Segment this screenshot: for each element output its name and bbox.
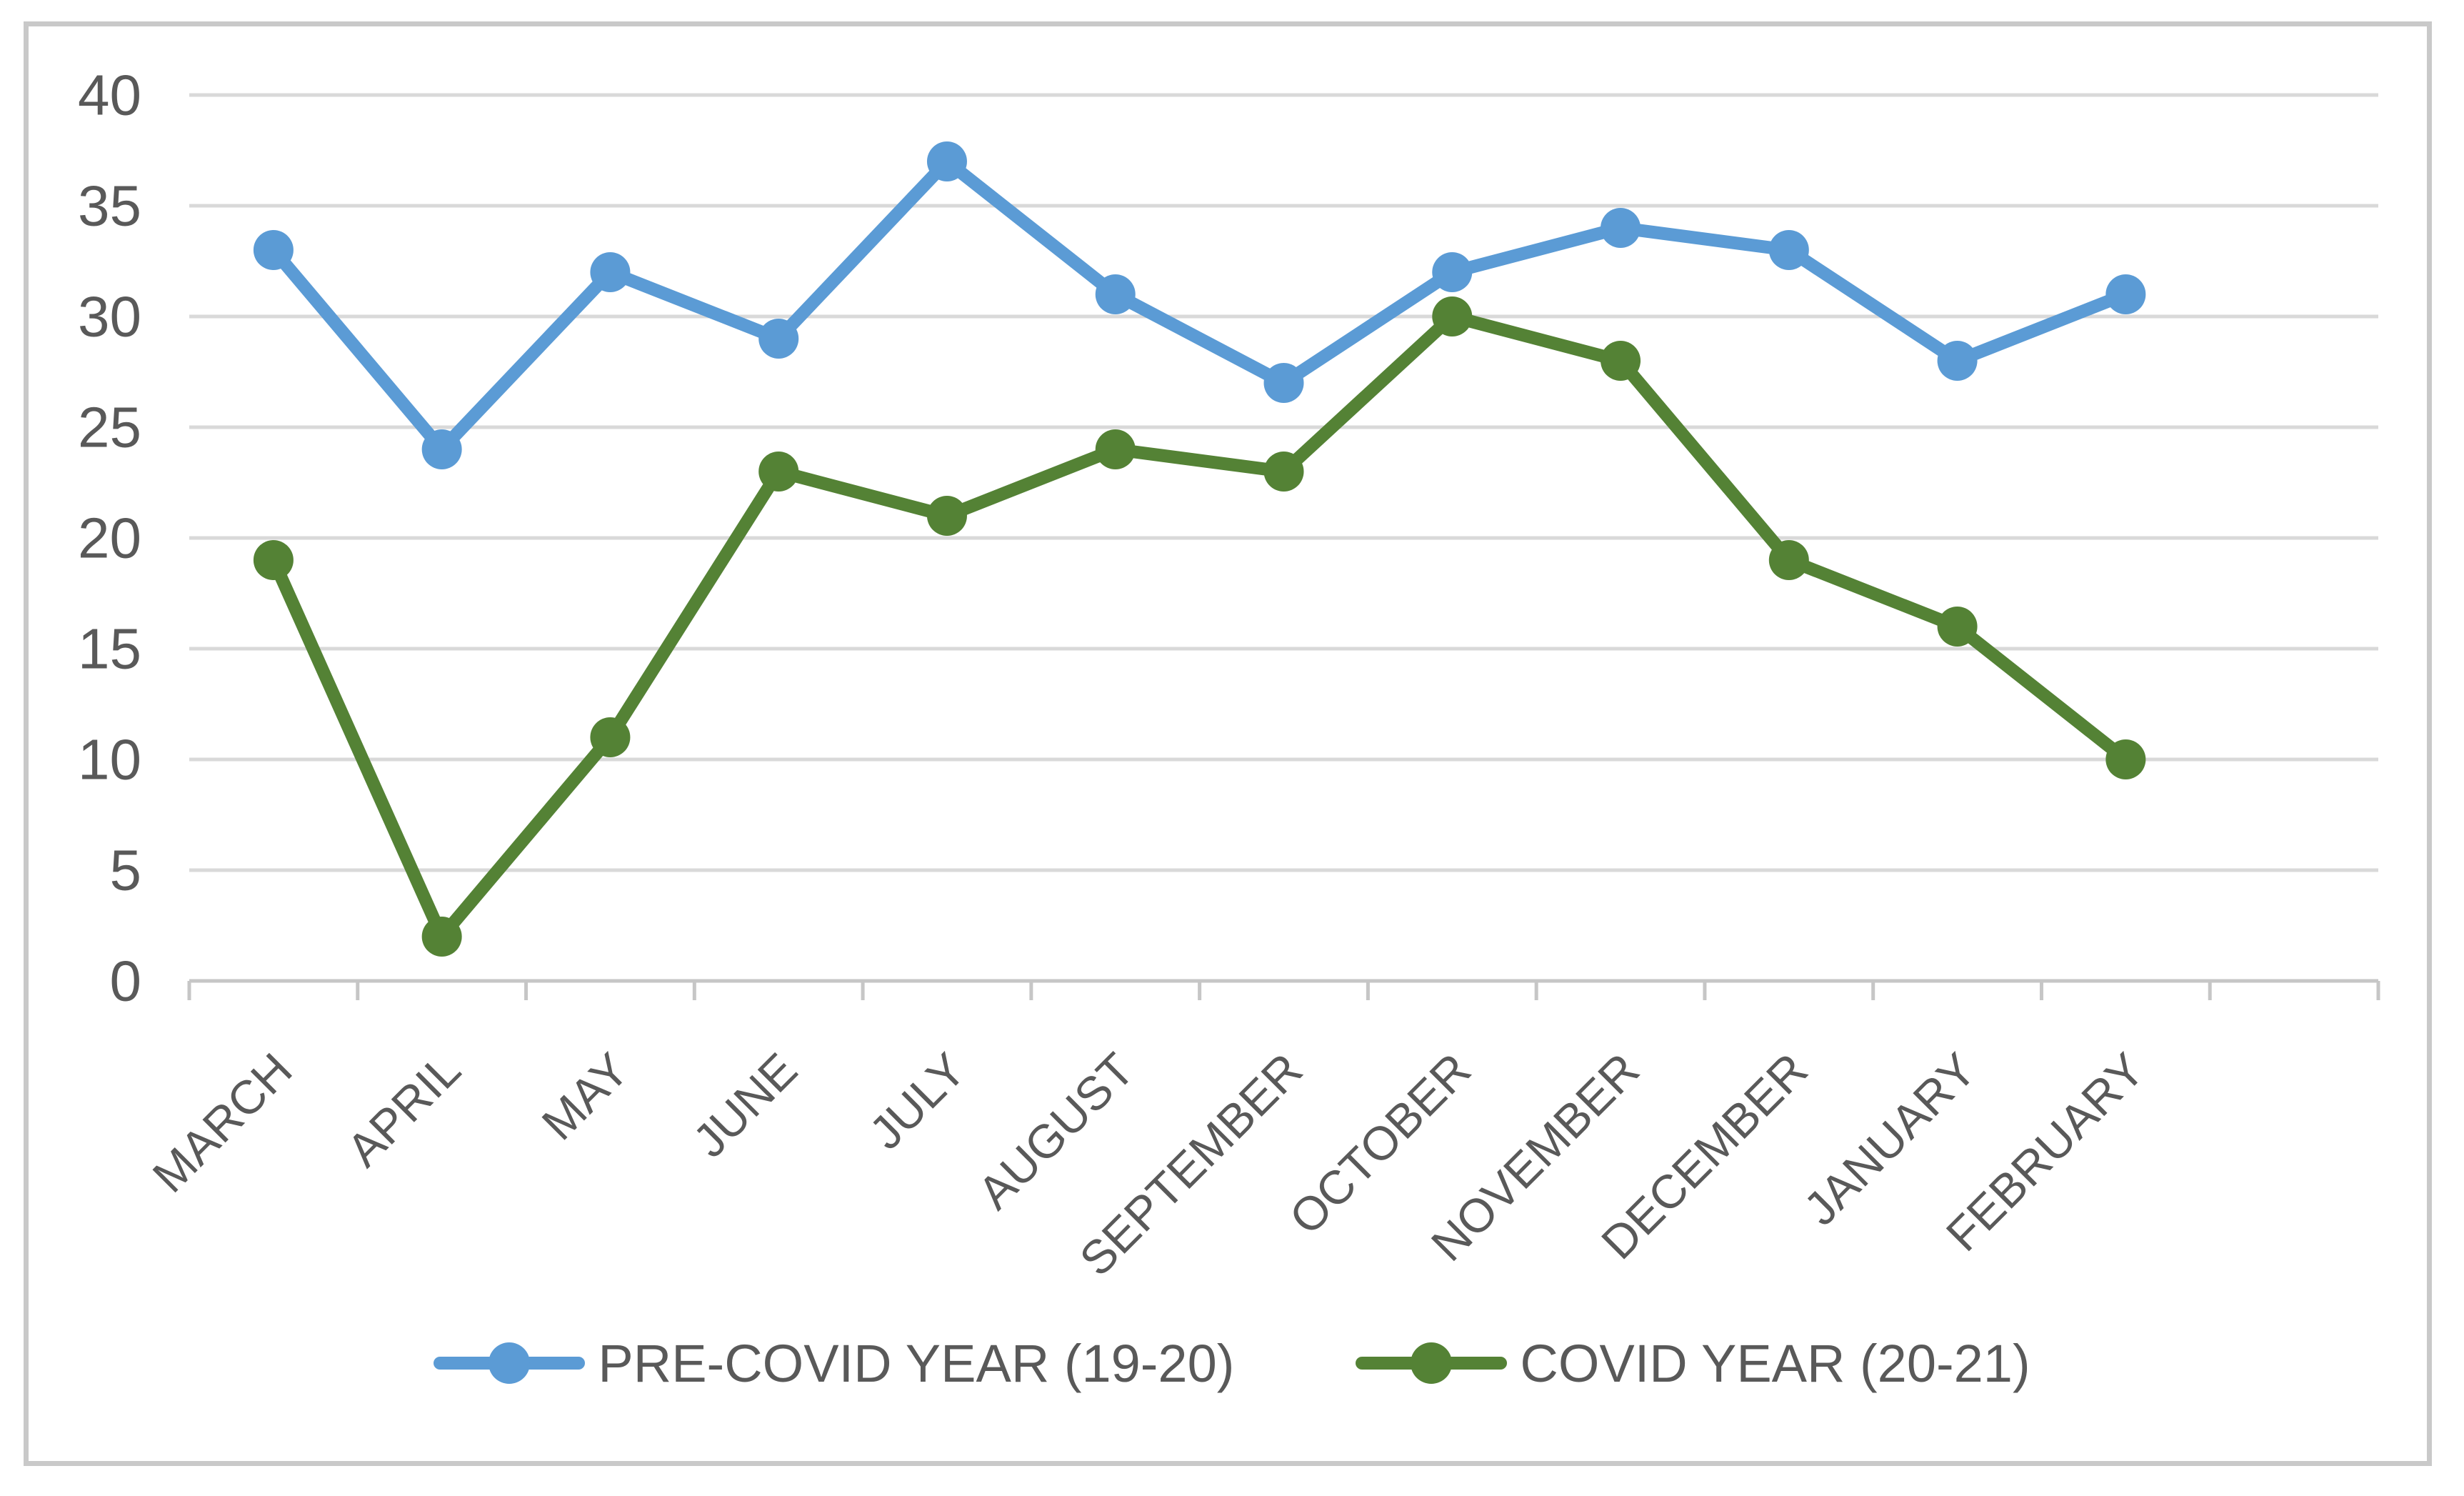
data-point-marker: [1937, 607, 1978, 647]
data-point-marker: [421, 917, 462, 957]
series-line-1: [266, 310, 2133, 943]
chart-border: [24, 21, 2432, 1466]
data-point-marker: [253, 540, 294, 580]
data-point-marker: [2105, 739, 2146, 779]
x-axis-label: MAY: [531, 1043, 638, 1150]
data-point-marker: [421, 429, 462, 469]
data-point-marker: [1263, 363, 1304, 403]
x-axis-label: JULY: [859, 1043, 976, 1160]
x-axis-label: JUNE: [683, 1043, 807, 1167]
data-point-marker: [1768, 230, 1809, 270]
series-line-0: [266, 155, 2133, 456]
legend-label: PRE-COVID YEAR (19-20): [598, 1333, 1235, 1393]
legend-item-pre-covid: PRE-COVID YEAR (19-20): [434, 1330, 1234, 1396]
data-point-marker: [758, 319, 799, 359]
data-point-marker: [1432, 296, 1473, 336]
y-axis-label: 35: [78, 174, 141, 238]
legend-item-covid: COVID YEAR (20-21): [1356, 1330, 2030, 1396]
data-point-marker: [1432, 252, 1473, 292]
x-axis-label: MARCH: [142, 1043, 301, 1202]
x-axis-label: APRIL: [336, 1043, 470, 1177]
y-axis-label: 40: [78, 64, 141, 127]
y-axis-label: 0: [110, 949, 142, 1013]
data-point-marker: [758, 452, 799, 492]
data-point-marker: [1095, 274, 1136, 314]
data-point-marker: [1937, 341, 1978, 381]
data-point-marker: [253, 230, 294, 270]
y-axis-label: 5: [110, 839, 142, 902]
y-axis-label: 20: [78, 507, 141, 570]
data-point-marker: [590, 717, 631, 757]
y-axis-label: 15: [78, 617, 141, 681]
data-point-marker: [1768, 540, 1809, 580]
y-axis-label: 10: [78, 728, 141, 792]
data-point-marker: [926, 141, 967, 181]
legend-label: COVID YEAR (20-21): [1520, 1333, 2030, 1393]
line-marker-icon: [434, 1330, 586, 1396]
y-axis-label: 30: [78, 285, 141, 349]
chart-legend: PRE-COVID YEAR (19-20) COVID YEAR (20-21…: [0, 1330, 2464, 1396]
data-point-marker: [926, 496, 967, 536]
data-point-marker: [1601, 341, 1641, 381]
data-point-marker: [590, 252, 631, 292]
x-axis-label: AUGUST: [968, 1043, 1144, 1220]
data-point-marker: [1263, 452, 1304, 492]
data-point-marker: [2105, 274, 2146, 314]
y-axis-label: 25: [78, 396, 141, 459]
data-point-marker: [1601, 208, 1641, 248]
line-marker-icon: [1356, 1330, 1508, 1396]
data-point-marker: [1095, 429, 1136, 469]
